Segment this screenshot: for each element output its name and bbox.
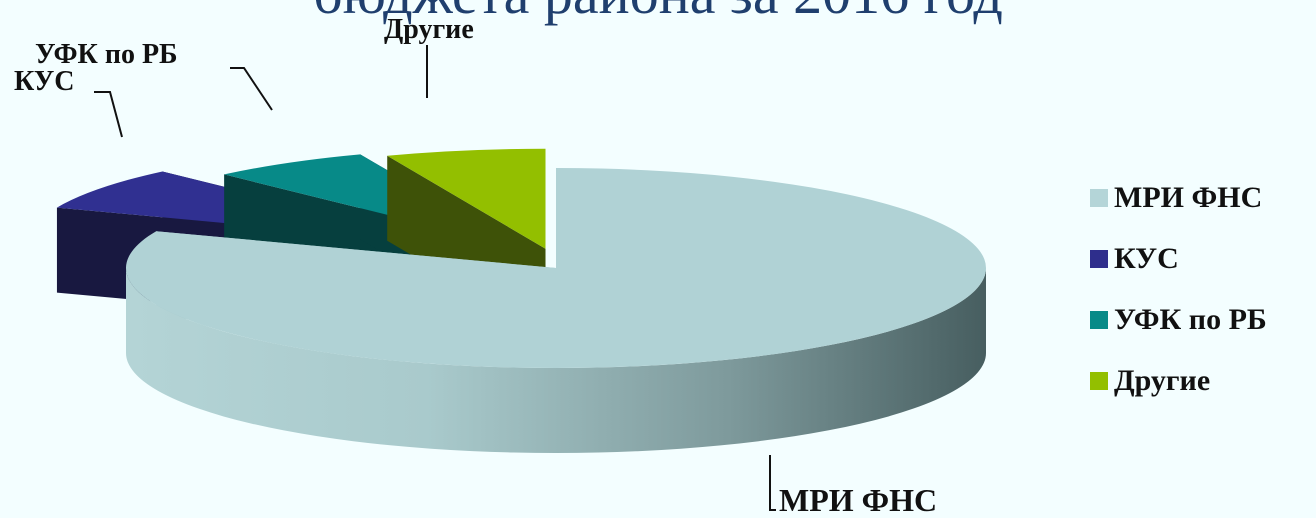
data-label-kus: КУС (14, 66, 75, 97)
leader-line-ufk (230, 67, 273, 111)
legend-swatch (1090, 250, 1108, 268)
legend-label: УФК по РБ (1114, 303, 1267, 336)
legend-label: МРИ ФНС (1114, 181, 1263, 214)
legend-swatch (1090, 372, 1108, 390)
pie-slice-top-mri-fns (126, 168, 987, 368)
pie-slices (56, 148, 987, 453)
pie-slice-mri-fns (126, 168, 987, 453)
legend-item-mri-fns: МРИ ФНС (1090, 180, 1316, 216)
leader-line-kus (94, 91, 123, 138)
legend-label: КУС (1114, 242, 1179, 275)
pie-slice-top-drugie (387, 148, 546, 249)
data-label-mri-fns: МРИ ФНС (779, 482, 937, 518)
data-label-ufk: УФК по РБ (35, 39, 178, 70)
legend-swatch (1090, 311, 1108, 329)
data-labels: МРИ ФНС КУС УФК по РБ Другие (14, 14, 937, 518)
data-label-drugie: Другие (384, 14, 474, 45)
chart-title: бюджета района за 2016 год (0, 0, 1316, 24)
legend-item-ufk: УФК по РБ (1090, 302, 1316, 338)
pie-slice-wall-mri-fns (126, 268, 986, 453)
legend-swatch (1090, 189, 1108, 207)
legend: МРИ ФНС КУС УФК по РБ Другие (1090, 180, 1316, 424)
legend-label: Другие (1114, 364, 1211, 397)
legend-item-kus: КУС (1090, 241, 1316, 277)
legend-item-drugie: Другие (1090, 363, 1316, 399)
leader-line-mri-fns (769, 455, 776, 511)
